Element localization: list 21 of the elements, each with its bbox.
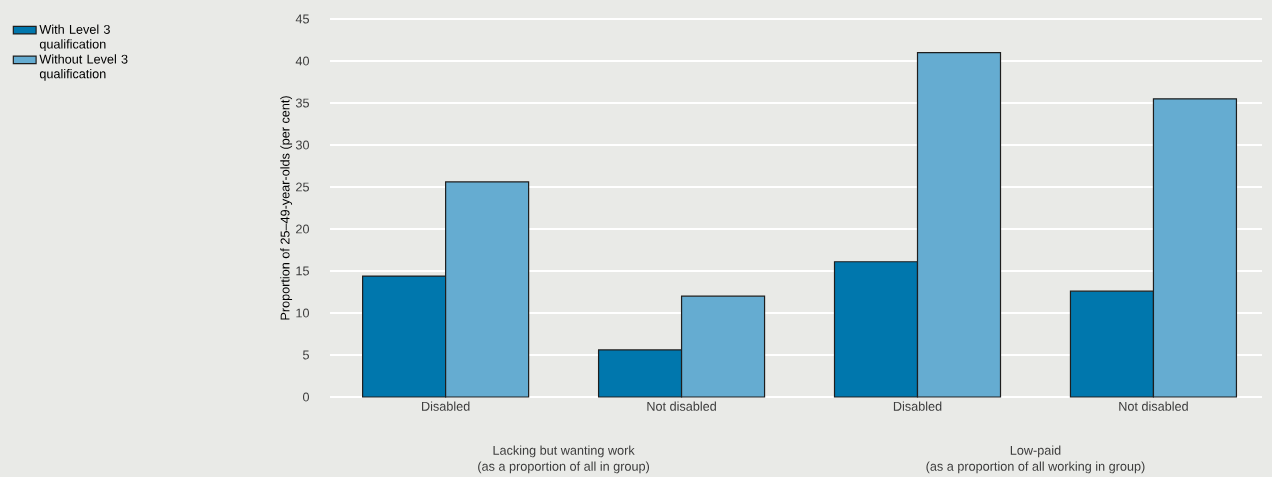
y-axis-title: Proportion of 25–49-year-olds (per cent) bbox=[280, 96, 293, 320]
y-tick-label: 20 bbox=[296, 224, 310, 234]
y-tick-label: 0 bbox=[302, 392, 310, 402]
text: (as a proportion of all in group) bbox=[478, 461, 650, 474]
y-tick-label: 5 bbox=[302, 350, 309, 360]
y-tick-label: 30 bbox=[295, 140, 310, 150]
y-tick-label: 35 bbox=[295, 98, 309, 108]
y-tick-label: 45 bbox=[295, 14, 309, 24]
x-tick-label: Not disabled bbox=[1119, 401, 1188, 412]
x-tick-label: Disabled bbox=[893, 401, 942, 412]
text: Lacking but wanting work bbox=[493, 445, 635, 458]
text: (as a proportion of all working in group) bbox=[926, 461, 1145, 474]
legend-label: Without Level 3 qualification bbox=[39, 54, 128, 82]
x-tick-label: Not disabled bbox=[647, 401, 716, 412]
text: Low-paid bbox=[1010, 445, 1061, 458]
y-tick-label: 40 bbox=[295, 56, 310, 66]
y-tick-label: 15 bbox=[296, 266, 309, 276]
legend-label: With Level 3 qualification bbox=[39, 24, 110, 52]
y-tick-label: 25 bbox=[296, 182, 309, 192]
y-tick-label: 10 bbox=[296, 308, 310, 318]
x-tick-label: Disabled bbox=[422, 401, 470, 412]
